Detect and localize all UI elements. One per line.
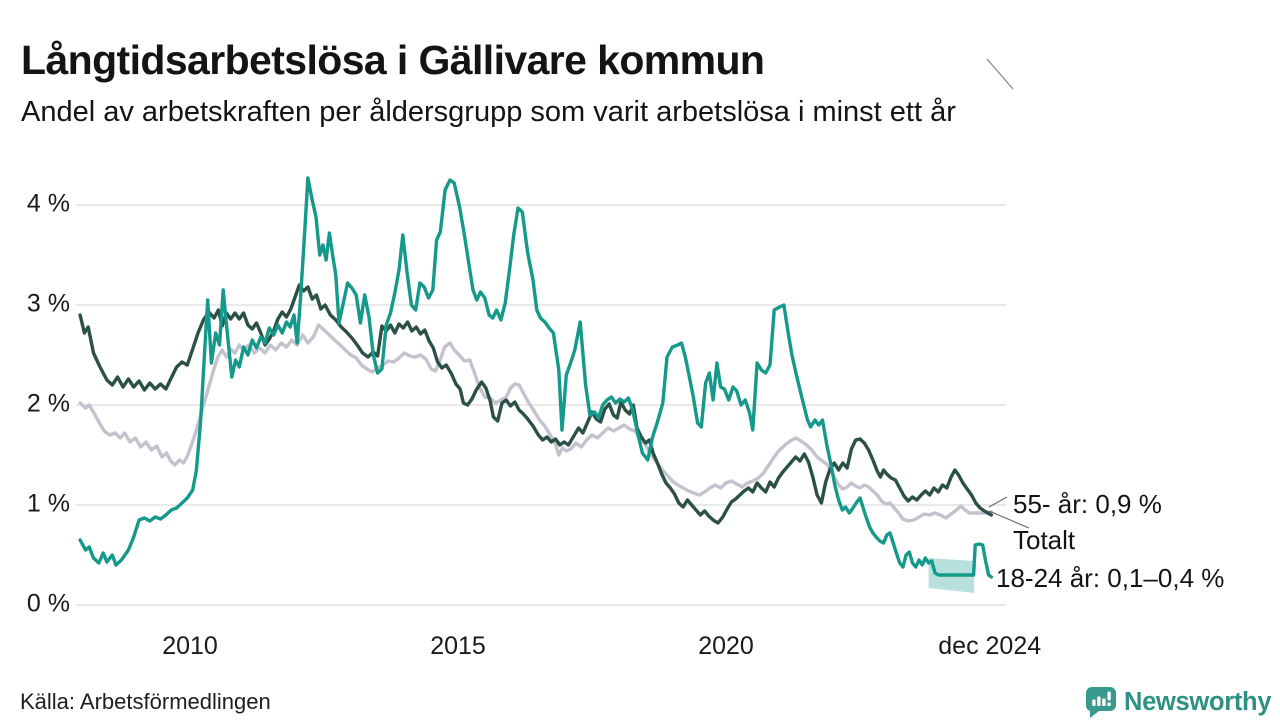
chart-subtitle: Andel av arbetskraften per åldersgrupp s… (21, 96, 956, 128)
end-label-18-24-ar: 18-24 år: 0,1–0,4 % (996, 563, 1225, 593)
x-tick-label: 2020 (698, 632, 754, 660)
end-label-totalt: Totalt (1013, 525, 1076, 555)
y-tick-label: 1 % (26, 489, 70, 518)
page-title: Långtidsarbetslösa i Gällivare kommun (21, 37, 765, 84)
annotation-leader-line (988, 510, 1030, 529)
y-tick-label: 0 % (26, 589, 70, 618)
annotation-leader-line (988, 496, 1008, 508)
series-line-18-24-r (78, 176, 993, 579)
x-tick-label: 2010 (162, 632, 218, 660)
newsworthy-logo: Newsworthy (1085, 686, 1272, 718)
y-tick-label: 4 % (26, 189, 70, 218)
end-label-55-ar: 55- år: 0,9 % (1013, 489, 1162, 519)
x-tick-label: 2015 (430, 632, 486, 660)
x-tick-label: dec 2024 (938, 632, 1042, 660)
series-line-totalt (78, 323, 993, 523)
title-stray-leader-line (986, 58, 1014, 90)
y-tick-label: 3 % (26, 289, 70, 318)
y-tick-label: 2 % (26, 389, 70, 418)
newsworthy-wordmark: Newsworthy (1124, 687, 1272, 716)
series-line-55-r (78, 283, 993, 525)
source-attribution: Källa: Arbetsförmedlingen (20, 689, 271, 714)
newsworthy-speech-bubble-bar-chart-icon (1086, 687, 1116, 718)
